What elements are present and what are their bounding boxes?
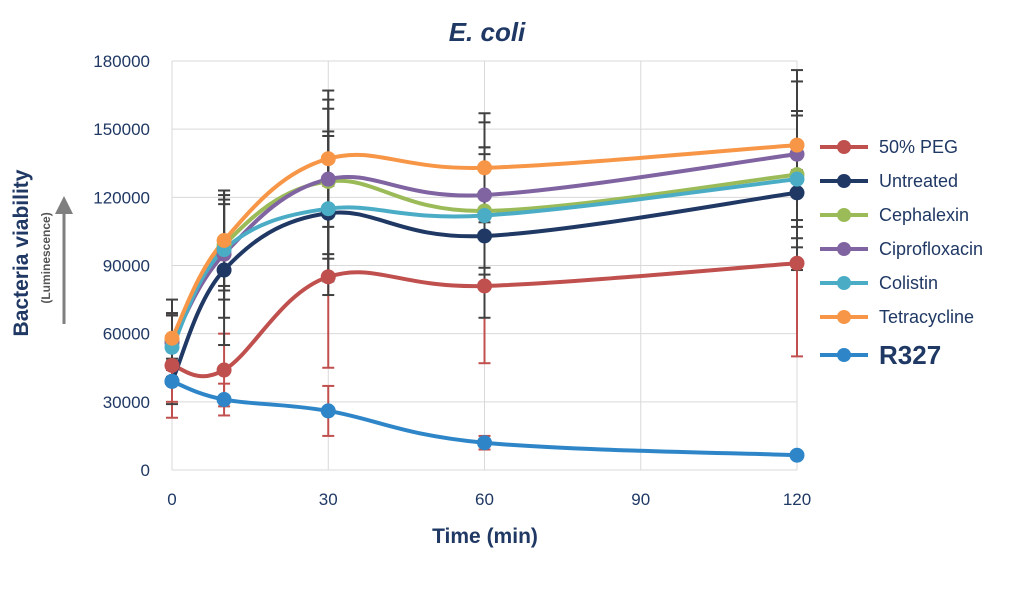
- data-point-50-peg: [164, 357, 180, 373]
- data-point-colistin: [789, 171, 805, 187]
- series-line-ciprofloxacin: [170, 152, 799, 345]
- data-point-r327: [216, 392, 232, 408]
- legend-marker-r327: [837, 348, 851, 362]
- legend-marker-tetracycline: [837, 310, 851, 324]
- data-point-r327: [477, 435, 492, 451]
- legend-label-untreated: Untreated: [879, 171, 958, 191]
- y-tick-label: 180000: [93, 52, 150, 71]
- data-point-tetracycline: [216, 233, 232, 249]
- x-tick-label: 30: [319, 490, 338, 509]
- y-tick-label: 150000: [93, 120, 150, 139]
- data-point-tetracycline: [164, 330, 180, 346]
- x-tick-label: 120: [783, 490, 811, 509]
- legend-label-50-peg: 50% PEG: [879, 137, 958, 157]
- data-point-r327: [164, 373, 180, 389]
- legend-label-r327: R327: [879, 340, 941, 370]
- y-tick-label: 90000: [103, 257, 150, 276]
- legend-marker-50-peg: [837, 140, 851, 154]
- data-point-r327: [320, 403, 336, 419]
- data-point-tetracycline: [789, 137, 805, 153]
- chart-title: E. coli: [449, 17, 526, 47]
- legend-label-tetracycline: Tetracycline: [879, 307, 974, 327]
- data-point-50-peg: [477, 278, 492, 294]
- y-tick-label: 30000: [103, 393, 150, 412]
- legend: 50% PEG Untreated Cephalexin Ciprofloxacin C…: [820, 137, 983, 370]
- y-axis-title: Bacteria viability: [10, 169, 33, 336]
- data-point-ciprofloxacin: [320, 171, 336, 187]
- data-point-ciprofloxacin: [477, 187, 492, 203]
- data-point-r327: [789, 447, 805, 463]
- series-line-untreated: [170, 190, 799, 384]
- data-point-untreated: [216, 262, 232, 278]
- y-tick-label: 60000: [103, 325, 150, 344]
- legend-label-cephalexin: Cephalexin: [879, 205, 969, 225]
- data-points: [164, 137, 805, 463]
- series-line-colistin: [170, 177, 799, 350]
- data-point-tetracycline: [477, 160, 492, 176]
- x-axis-title: Time (min): [432, 525, 538, 548]
- y-tick-label: 0: [141, 461, 150, 480]
- y-axis-subtitle: (Luminescence): [39, 212, 53, 303]
- legend-marker-colistin: [837, 276, 851, 290]
- y-axis-arrow: [55, 196, 73, 324]
- x-tick-label: 90: [631, 490, 650, 509]
- x-tick-label: 60: [475, 490, 494, 509]
- legend-marker-untreated: [837, 174, 851, 188]
- data-point-colistin: [477, 208, 492, 224]
- data-point-50-peg: [789, 255, 805, 271]
- x-tick-label: 0: [167, 490, 176, 509]
- y-tick-label: 120000: [93, 188, 150, 207]
- data-point-50-peg: [320, 269, 336, 285]
- x-tick-labels: 0 30 60 90 120: [167, 490, 811, 509]
- legend-marker-cephalexin: [837, 208, 851, 222]
- legend-label-ciprofloxacin: Ciprofloxacin: [879, 239, 983, 259]
- y-tick-labels: 0 30000 60000 90000 120000 150000 180000: [93, 52, 150, 480]
- legend-marker-ciprofloxacin: [837, 242, 851, 256]
- data-point-tetracycline: [320, 151, 336, 167]
- legend-label-colistin: Colistin: [879, 273, 938, 293]
- data-point-untreated: [477, 228, 492, 244]
- data-point-colistin: [320, 201, 336, 217]
- data-point-50-peg: [216, 362, 232, 378]
- data-point-untreated: [789, 185, 805, 201]
- series-line-tetracycline: [170, 143, 799, 341]
